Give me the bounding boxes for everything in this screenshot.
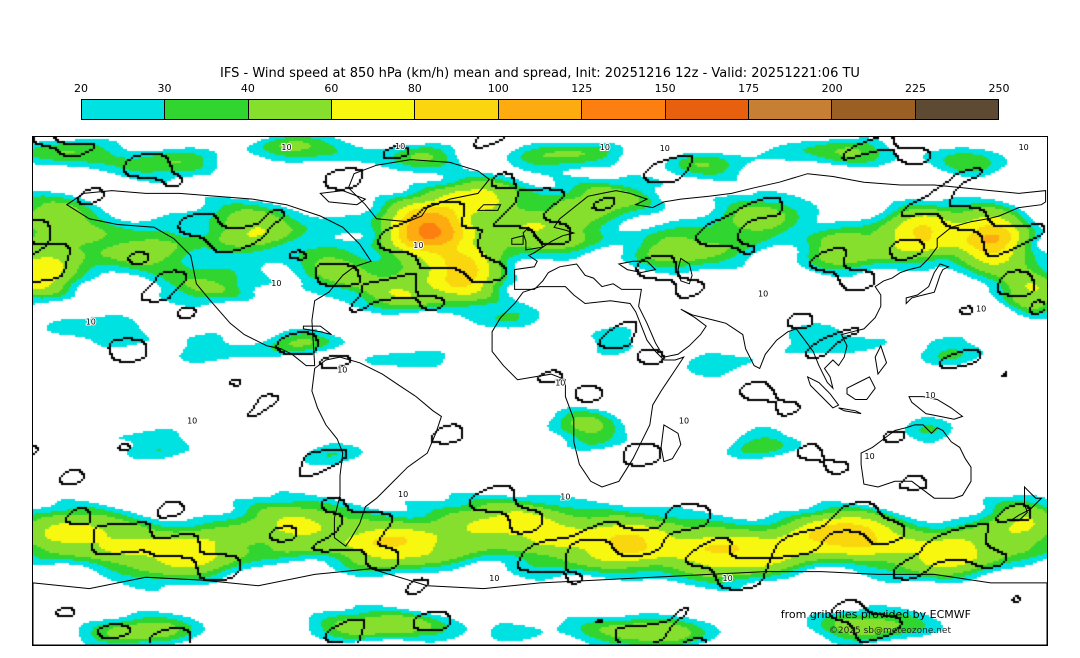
- wind-field-canvas: [33, 137, 1047, 645]
- scale-tick-label: 175: [738, 82, 760, 95]
- contour-label: 10: [1019, 143, 1029, 152]
- coastline: [838, 407, 862, 415]
- coastline: [514, 173, 1047, 390]
- scale-tick-label: 80: [407, 82, 422, 95]
- coastline: [806, 375, 840, 409]
- scale-color-bar: [81, 99, 999, 120]
- scale-color-segment: [915, 100, 998, 119]
- coastline: [65, 190, 372, 367]
- scale-color-segment: [498, 100, 583, 119]
- scale-tick-label: 250: [988, 82, 1010, 95]
- contour-label: 10: [679, 416, 689, 425]
- coastline: [347, 159, 491, 223]
- contour-label: 10: [758, 289, 768, 298]
- coastline: [522, 226, 544, 251]
- coastline: [311, 356, 442, 547]
- contour-label: 10: [600, 143, 610, 152]
- scale-tick-label: 200: [821, 82, 843, 95]
- scale-tick-label: 225: [905, 82, 927, 95]
- coastline: [33, 568, 1047, 645]
- contour-label: 10: [489, 574, 499, 583]
- chart-title: IFS - Wind speed at 850 hPa (km/h) mean …: [220, 66, 860, 81]
- coastline: [491, 286, 685, 488]
- coastline: [476, 204, 502, 211]
- coastline: [905, 263, 950, 305]
- coastline-contour-overlay: 10 10 10 10 10 10 10 10 10 10 10 10 10 10 10 10 10 10 10 10: [33, 141, 1047, 645]
- coastline: [677, 257, 693, 285]
- contour-label: 10: [281, 143, 291, 152]
- contour-label: 10: [723, 574, 733, 583]
- contour-label: 10: [976, 305, 986, 314]
- scale-color-segment: [165, 100, 249, 119]
- scale-tick-labels: 20 30 40 60 80 100 125 150 175 200 225 250: [74, 82, 1010, 97]
- scale-color-segment: [415, 100, 499, 119]
- contour-label: 10: [398, 490, 408, 499]
- world-wind-map: 10 10 10 10 10 10 10 10 10 10 10 10 10 10 10 10 10 10 10 10…: [32, 136, 1048, 646]
- contour-label: 10: [925, 391, 935, 400]
- coastline: [846, 376, 876, 400]
- coastline: [860, 424, 972, 499]
- coastline: [511, 235, 524, 245]
- contour-label: 10: [86, 317, 96, 326]
- contour-label: 10: [337, 366, 347, 375]
- scale-color-segment: [832, 100, 916, 119]
- color-scale-legend: 20 30 40 60 80 100 125 150 175 200 225 250: [74, 82, 1010, 122]
- scale-tick-label: 20: [74, 82, 88, 95]
- scale-color-segment: [82, 100, 166, 119]
- contour-label: 10: [560, 493, 570, 502]
- coastline: [1008, 485, 1043, 522]
- coastline: [660, 424, 682, 463]
- contour-label: 10: [660, 144, 670, 153]
- scale-tick-label: 40: [240, 82, 255, 95]
- scale-tick-label: 30: [157, 82, 172, 95]
- coastline: [874, 344, 888, 376]
- data-source-attribution: from grib files provided by ECMWF: [780, 608, 971, 621]
- scale-color-segment: [748, 100, 833, 119]
- scale-tick-label: 125: [571, 82, 593, 95]
- scale-tick-label: 100: [487, 82, 509, 95]
- contour-label: 10: [555, 378, 565, 387]
- contour-label: 10: [413, 241, 423, 250]
- scale-tick-label: 60: [324, 82, 339, 95]
- contour-label: 10: [271, 279, 281, 288]
- contour-label: 10: [865, 452, 875, 461]
- scale-color-segment: [332, 100, 416, 119]
- coastline: [908, 396, 964, 420]
- coastline: [319, 190, 367, 206]
- scale-color-segment: [582, 100, 666, 119]
- scale-tick-label: 150: [654, 82, 676, 95]
- scale-color-segment: [248, 100, 333, 119]
- contour-label: 10: [187, 416, 197, 425]
- coastline: [302, 325, 332, 336]
- coastline: [617, 260, 657, 274]
- scale-color-segment: [665, 100, 749, 119]
- copyright-line: ©2025 sb@meteozone.net: [828, 626, 951, 636]
- contour-label: 10: [395, 142, 405, 151]
